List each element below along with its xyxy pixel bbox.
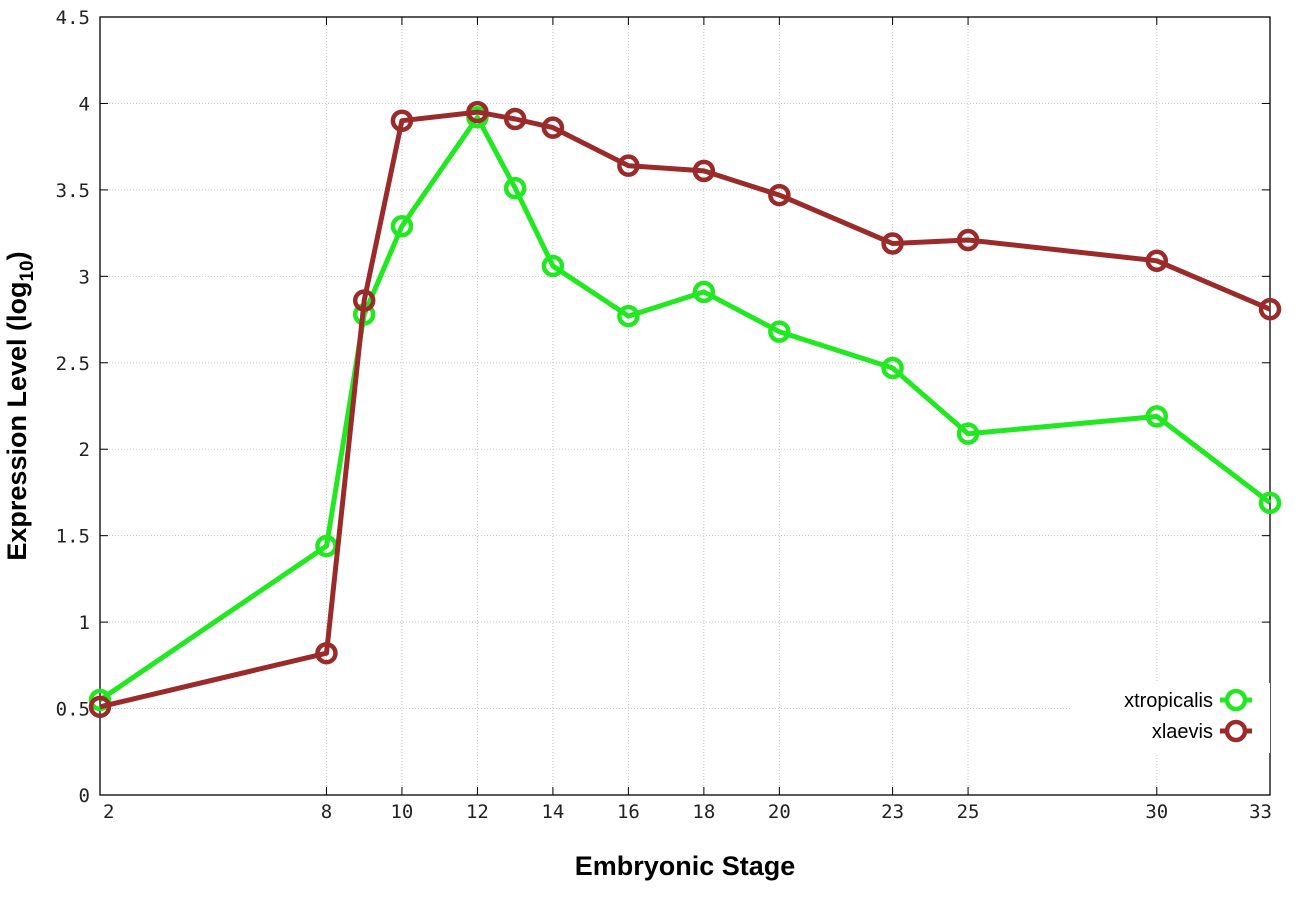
data-point-xtropicalis	[88, 688, 112, 712]
data-point-xlaevis	[956, 228, 980, 252]
y-tick-label: 0	[79, 785, 90, 807]
y-axis-title: Expression Level (log10)	[2, 251, 38, 560]
data-point-xlaevis	[617, 154, 640, 177]
data-point-xtropicalis	[881, 356, 904, 380]
data-point-xtropicalis	[390, 214, 414, 238]
x-tick-label: 25	[957, 801, 980, 823]
data-point-xlaevis	[1258, 297, 1282, 321]
data-point-xtropicalis	[692, 280, 716, 304]
y-axis-title-end: )	[2, 251, 32, 260]
series-line-xtropicalis	[98, 114, 1272, 702]
legend-marker-xlaevis	[1224, 719, 1248, 743]
x-axis-title: Embryonic Stage	[575, 851, 796, 881]
data-point-xlaevis	[503, 107, 527, 131]
series-xtropicalis	[88, 106, 1282, 712]
y-tick-label: 0.5	[56, 699, 90, 721]
legend-item-xlaevis: xlaevis	[1152, 719, 1252, 743]
data-point-xtropicalis	[541, 254, 565, 278]
data-point-xlaevis	[541, 116, 565, 139]
data-point-xlaevis	[88, 695, 112, 719]
data-point-xtropicalis	[617, 304, 640, 328]
x-tick-label: 16	[617, 801, 640, 823]
data-point-xlaevis	[390, 109, 414, 132]
data-point-xtropicalis	[1258, 491, 1282, 515]
data-point-xlaevis	[1145, 249, 1169, 273]
y-tick-label: 3.5	[56, 180, 90, 202]
data-point-xlaevis	[768, 183, 791, 207]
x-tick-label: 23	[881, 801, 904, 823]
tick-layer: 0 0.5 1 1.5 2 2.5 3 3.5 4 4.5 2 8 10 12 14 16 18 20 23 25 30…	[56, 7, 1272, 823]
x-tick-label: 10	[390, 801, 413, 823]
x-tick-label: 2	[103, 801, 114, 823]
x-tick-label: 12	[466, 801, 489, 823]
series-layer	[88, 100, 1282, 719]
data-point-xtropicalis	[1145, 405, 1169, 428]
y-tick-label: 4.5	[56, 7, 90, 29]
x-tick-label: 18	[692, 801, 715, 823]
y-axis-title-subscript: 10	[17, 260, 38, 281]
y-tick-label: 1.5	[56, 526, 90, 548]
legend: xtropicalis xlaevis	[1070, 683, 1270, 753]
series-xlaevis	[88, 100, 1282, 719]
data-point-xtropicalis	[503, 176, 527, 200]
data-point-xtropicalis	[768, 320, 791, 343]
x-tick-label: 20	[768, 801, 791, 823]
y-tick-label: 4	[79, 93, 90, 115]
data-point-xlaevis	[692, 159, 716, 183]
legend-marker-xtropicalis	[1224, 688, 1248, 712]
x-tick-label: 33	[1249, 801, 1272, 823]
series-line-xlaevis	[99, 109, 1271, 710]
grid-layer	[100, 17, 1270, 795]
legend-label-xlaevis: xlaevis	[1152, 721, 1213, 743]
y-tick-label: 2.5	[56, 353, 90, 375]
legend-item-xtropicalis: xtropicalis	[1124, 688, 1252, 712]
y-tick-label: 1	[79, 612, 90, 634]
plot-frame	[99, 16, 1271, 796]
data-point-xlaevis	[352, 289, 376, 312]
data-point-xlaevis	[315, 641, 338, 665]
data-point-xtropicalis	[956, 422, 980, 445]
y-tick-label: 2	[79, 439, 90, 461]
x-tick-label: 14	[541, 801, 564, 823]
y-tick-label: 3	[79, 266, 90, 288]
y-axis-title-main: Expression Level (log	[2, 282, 32, 561]
data-point-xlaevis	[466, 100, 489, 124]
legend-label-xtropicalis: xtropicalis	[1124, 690, 1213, 712]
data-point-xlaevis	[881, 232, 904, 255]
x-tick-label: 8	[321, 801, 332, 823]
x-tick-label: 30	[1145, 801, 1168, 823]
